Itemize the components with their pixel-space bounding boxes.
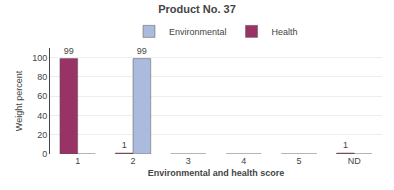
svg-text:20: 20 — [37, 130, 47, 140]
svg-text:1: 1 — [75, 156, 80, 166]
svg-text:80: 80 — [37, 72, 47, 82]
svg-text:Weight percent: Weight percent — [14, 70, 24, 131]
svg-text:Environmental and health score: Environmental and health score — [148, 168, 285, 178]
svg-text:4: 4 — [241, 156, 246, 166]
svg-text:1: 1 — [343, 140, 348, 150]
svg-text:3: 3 — [186, 156, 191, 166]
svg-text:5: 5 — [296, 156, 301, 166]
svg-text:Environmental: Environmental — [169, 27, 227, 37]
svg-text:100: 100 — [32, 53, 47, 63]
svg-text:99: 99 — [137, 46, 147, 56]
svg-text:Product No. 37: Product No. 37 — [158, 3, 236, 15]
svg-text:0: 0 — [42, 149, 47, 159]
svg-text:ND: ND — [348, 156, 361, 166]
svg-text:99: 99 — [64, 46, 74, 56]
svg-text:1: 1 — [122, 140, 127, 150]
svg-text:Health: Health — [272, 27, 298, 37]
svg-text:40: 40 — [37, 111, 47, 121]
svg-text:60: 60 — [37, 91, 47, 101]
svg-text:2: 2 — [130, 156, 135, 166]
